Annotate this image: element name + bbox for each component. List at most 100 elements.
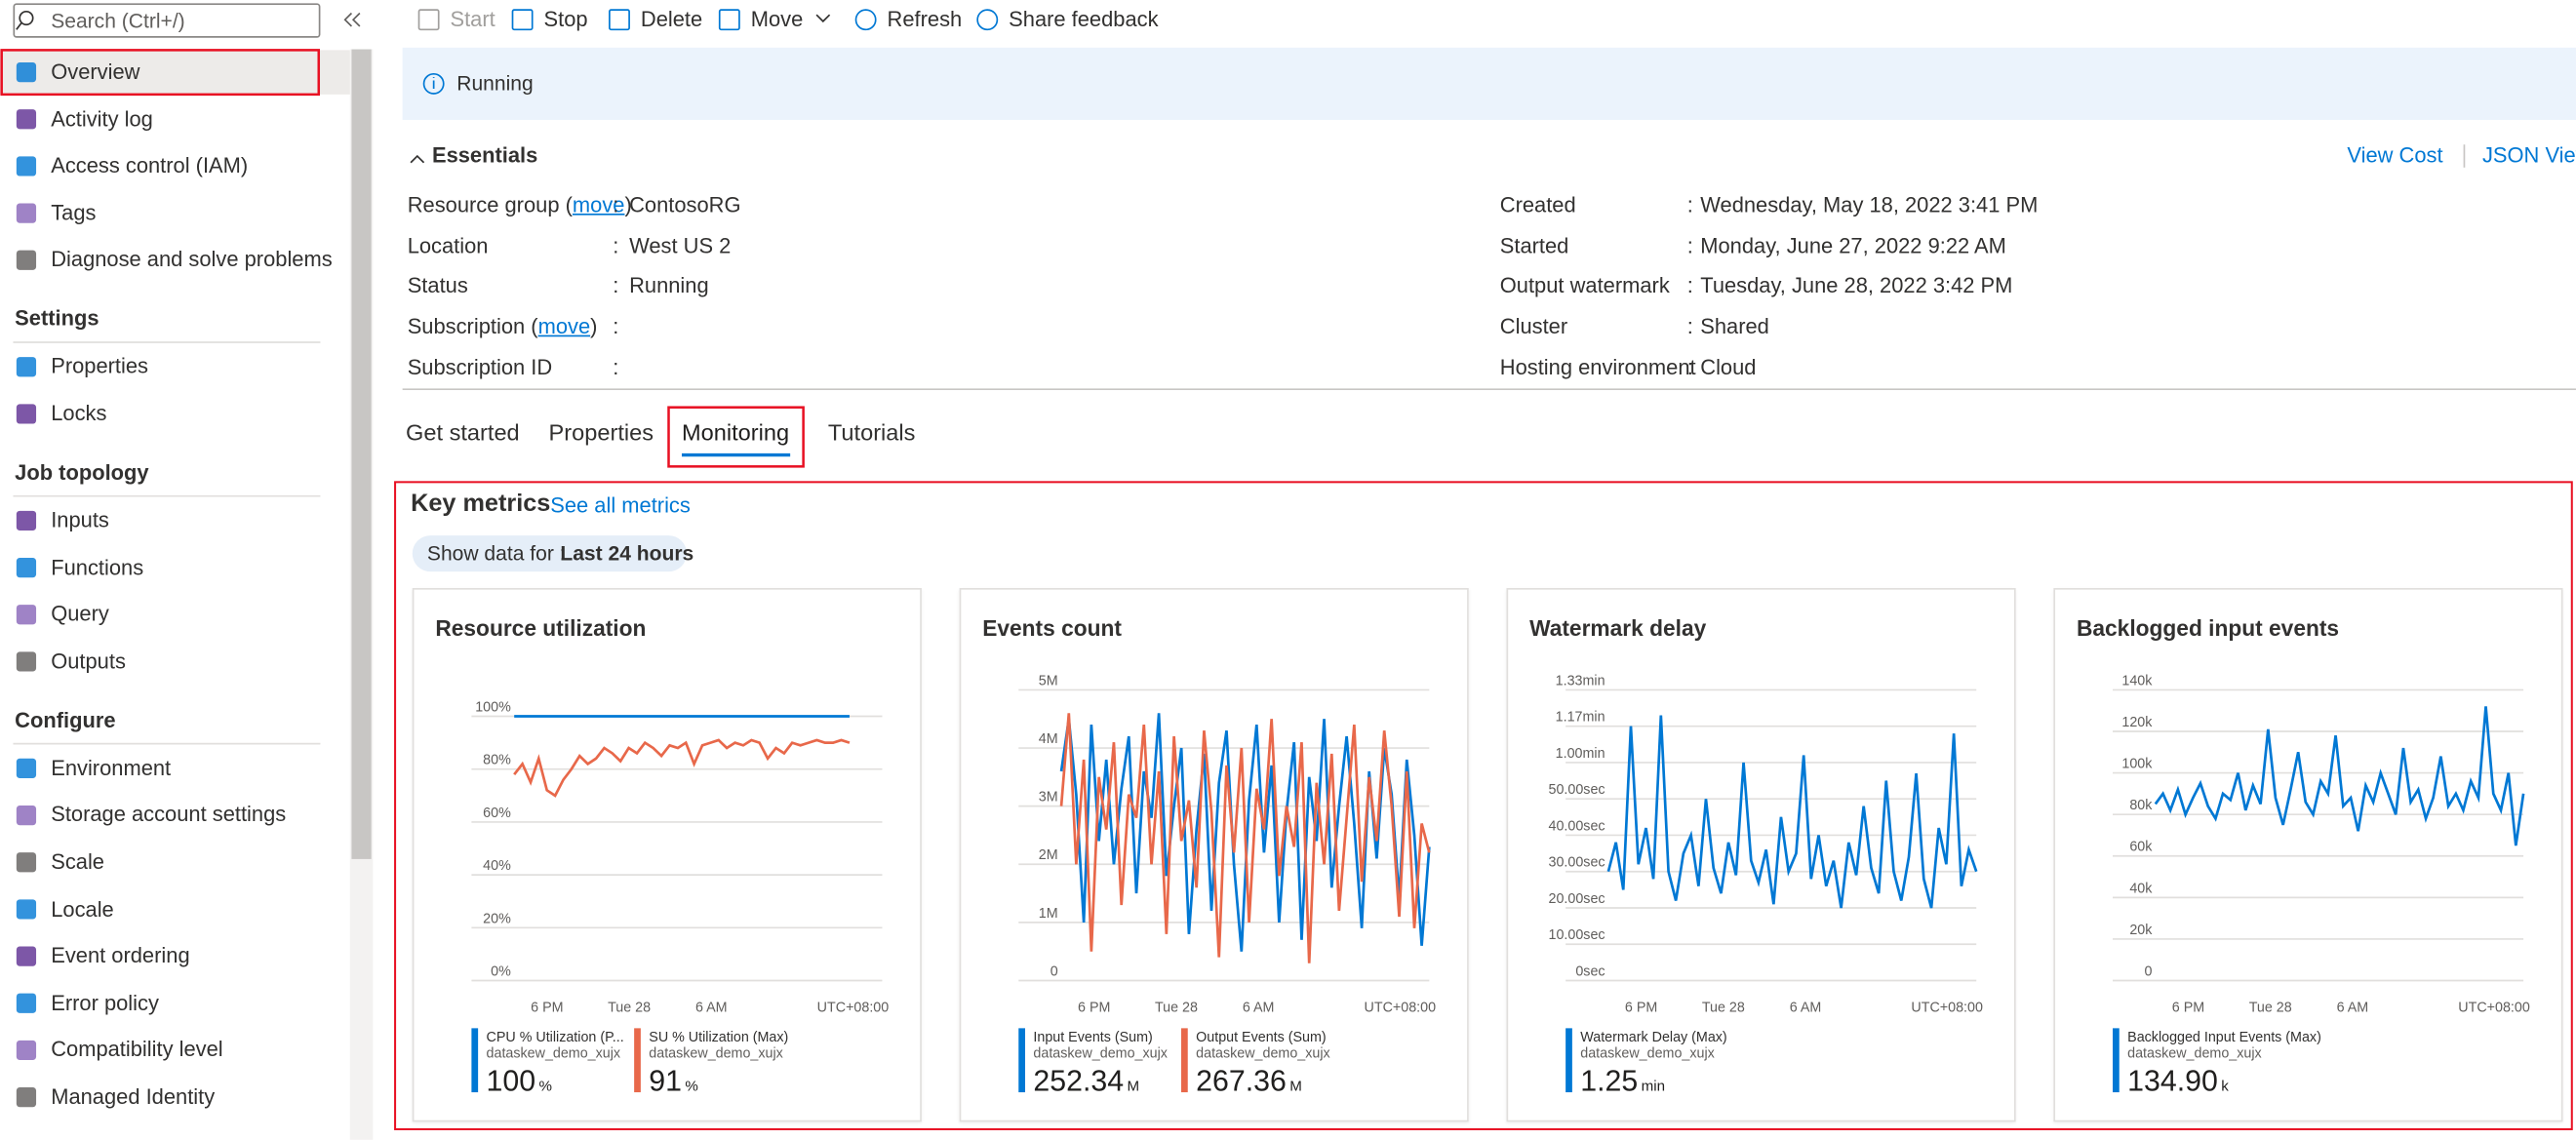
nav-item[interactable]: Inputs [51, 507, 109, 532]
series-line [1059, 713, 1431, 963]
pill-value[interactable]: Last 24 hours [560, 541, 694, 566]
toolbar-button[interactable]: Share feedback [1009, 6, 1159, 32]
nav-icon [16, 109, 37, 130]
nav-icon [16, 1040, 37, 1061]
field-label-text: Created [1499, 192, 1576, 217]
toolbar-button[interactable]: Refresh [887, 6, 963, 32]
link[interactable]: See all metrics [550, 492, 691, 518]
pill-label[interactable]: Show data for : [426, 541, 566, 566]
chart: 0 20k 40k 60k 80k 100k 120k 140k 6 PM Tue 28 6 AM U… [2113, 673, 2530, 1097]
legend-name: CPU % Utilization (P... [487, 1030, 624, 1045]
x-tick-label: 6 PM [1625, 1001, 1657, 1016]
collapse-icon[interactable] [343, 12, 361, 27]
x-tick-label: 6 PM [531, 1001, 563, 1016]
x-tick-label: 6 AM [1243, 1001, 1275, 1016]
nav-item[interactable]: Locks [51, 400, 107, 426]
field-label: Hosting environment [1500, 355, 1696, 381]
legend-unit: M [1127, 1078, 1139, 1094]
nav-icon [16, 510, 37, 531]
field-value: Running [629, 272, 709, 297]
field-label-text: ) [624, 192, 632, 217]
toolbar-button[interactable]: Delete [640, 6, 703, 32]
nav-item[interactable]: Outputs [51, 648, 126, 674]
nav-item[interactable]: Error policy [51, 990, 159, 1015]
field-label: Subscription (move) [408, 314, 598, 340]
search-box[interactable]: Search (Ctrl+/) [13, 3, 321, 38]
separator: : [613, 272, 619, 297]
y-tick-label: 60% [483, 806, 511, 821]
toolbar-icon [511, 9, 534, 31]
nav-item[interactable]: Compatibility level [51, 1037, 223, 1062]
y-tick-label: 5M [1039, 673, 1058, 688]
nav-item[interactable]: Locale [51, 895, 114, 922]
info-icon [422, 72, 445, 95]
tab[interactable]: Tutorials [827, 418, 916, 446]
legend-name: SU % Utilization (Max) [649, 1030, 788, 1045]
field-link[interactable]: move [572, 192, 625, 217]
nav-section-title: Job topology [15, 459, 149, 485]
nav-selected [0, 50, 350, 95]
nav-item[interactable]: Managed Identity [51, 1083, 216, 1109]
metric-card[interactable]: Backlogged input events 0 20k 40k 60k 80k 100k… [2053, 587, 2563, 1122]
y-tick-label: 1M [1039, 906, 1058, 922]
nav-item[interactable]: Activity log [51, 105, 153, 132]
y-tick-label: 1.00min [1556, 746, 1605, 762]
nav-item[interactable]: Environment [51, 755, 172, 780]
tab[interactable]: Monitoring [681, 418, 790, 446]
y-tick-label: 3M [1039, 790, 1058, 806]
toolbar-icon [976, 9, 999, 31]
link[interactable]: View Cost [2347, 142, 2443, 168]
legend-total: 100 [487, 1065, 536, 1097]
legend-resource: dataskew_demo_xujx [1580, 1046, 1714, 1062]
time-range-pill[interactable] [412, 535, 688, 572]
y-tick-label: 100% [475, 699, 511, 715]
legend-value: 1.25 min [1580, 1065, 1665, 1097]
section-title: Essentials [431, 142, 538, 168]
nav-icon [16, 203, 37, 223]
nav-item[interactable]: Scale [51, 848, 105, 875]
field-label: Subscription ID [408, 355, 552, 381]
nav-item[interactable]: Tags [51, 200, 97, 225]
nav-item[interactable]: Properties [51, 353, 149, 379]
field-label: Cluster [1500, 314, 1567, 340]
legend-unit: min [1642, 1078, 1665, 1094]
toolbar-icon [718, 9, 740, 31]
chart: 0% 20% 40% 60% 80% 100% 6 PM Tue 28 6 AM UTC+08:0… [471, 699, 890, 1097]
y-tick-label: 20% [483, 911, 511, 926]
y-tick-label: 100k [2121, 757, 2153, 772]
nav-item[interactable]: Storage account settings [51, 802, 287, 827]
legend-unit: % [685, 1078, 697, 1094]
field-label-text: Status [407, 272, 468, 297]
nav-item[interactable]: Access control (IAM) [51, 152, 249, 178]
nav-icon [16, 651, 37, 672]
nav-item[interactable]: Diagnose and solve problems [51, 247, 333, 272]
nav-icon [16, 758, 37, 779]
nav-item[interactable]: Query [51, 601, 109, 627]
metric-card[interactable]: Events count 0 1M 2M 3M 4M 5M 6 PM Tue 28 6 AM UTC… [959, 587, 1469, 1122]
legend-total: 91 [649, 1065, 682, 1097]
y-tick-label: 0 [1050, 963, 1058, 979]
field-link[interactable]: move [537, 313, 591, 338]
legend-total: 1.25 [1580, 1065, 1638, 1097]
tab[interactable]: Get started [406, 418, 520, 446]
nav-icon [16, 805, 37, 826]
y-tick-label: 20k [2129, 923, 2153, 938]
nav-icon [16, 62, 37, 83]
tab[interactable]: Properties [548, 418, 654, 446]
nav-item[interactable]: Overview [51, 59, 140, 84]
separator: : [1686, 354, 1693, 380]
metric-card[interactable]: Watermark delay 0sec 10.00sec 20.00sec 30.00… [1506, 587, 2016, 1122]
toolbar-button[interactable]: Move [750, 6, 804, 32]
metric-card[interactable]: Resource utilization 0% 20% 40% 60% 80% 100% 6 … [412, 587, 922, 1122]
timezone-label: UTC+08:00 [817, 1001, 890, 1016]
field-label-text: Subscription ID [407, 354, 553, 380]
scrollbar-thumb[interactable] [351, 49, 372, 859]
toolbar-button[interactable]: Stop [543, 6, 588, 32]
x-tick-label: 6 AM [1790, 1001, 1822, 1016]
nav-item[interactable]: Functions [51, 554, 144, 579]
nav-item[interactable]: Event ordering [51, 943, 190, 968]
y-tick-label: 0 [2144, 963, 2152, 979]
link[interactable]: JSON View [2481, 142, 2576, 168]
